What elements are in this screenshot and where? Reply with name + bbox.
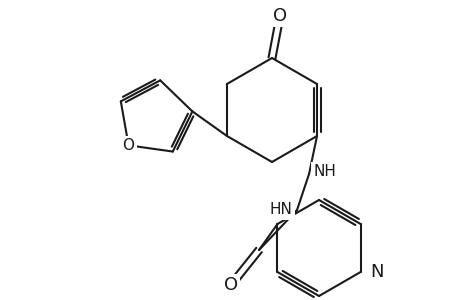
Text: N: N: [370, 263, 383, 281]
Text: O: O: [224, 276, 238, 294]
Text: O: O: [272, 7, 286, 25]
Text: O: O: [122, 138, 134, 153]
Text: NH: NH: [313, 164, 336, 179]
Text: HN: HN: [269, 202, 292, 217]
